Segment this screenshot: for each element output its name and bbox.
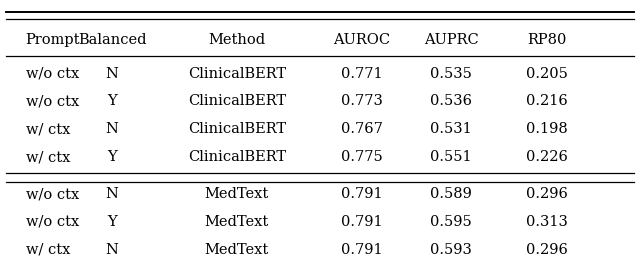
Text: w/o ctx: w/o ctx: [26, 67, 79, 80]
Text: 0.551: 0.551: [430, 150, 472, 164]
Text: 0.595: 0.595: [430, 215, 472, 229]
Text: N: N: [106, 243, 118, 257]
Text: N: N: [106, 67, 118, 80]
Text: RP80: RP80: [527, 33, 567, 47]
Text: 0.536: 0.536: [430, 94, 472, 108]
Text: MedText: MedText: [205, 187, 269, 201]
Text: 0.535: 0.535: [430, 67, 472, 80]
Text: 0.216: 0.216: [526, 94, 568, 108]
Text: 0.296: 0.296: [526, 243, 568, 257]
Text: w/o ctx: w/o ctx: [26, 215, 79, 229]
Text: 0.198: 0.198: [526, 122, 568, 136]
Text: 0.767: 0.767: [340, 122, 383, 136]
Text: ClinicalBERT: ClinicalBERT: [188, 122, 286, 136]
Text: 0.531: 0.531: [430, 122, 472, 136]
Text: w/ ctx: w/ ctx: [26, 243, 70, 257]
Text: 0.296: 0.296: [526, 187, 568, 201]
Text: w/ ctx: w/ ctx: [26, 150, 70, 164]
Text: AUROC: AUROC: [333, 33, 390, 47]
Text: ClinicalBERT: ClinicalBERT: [188, 150, 286, 164]
Text: w/o ctx: w/o ctx: [26, 94, 79, 108]
Text: Method: Method: [208, 33, 266, 47]
Text: w/ ctx: w/ ctx: [26, 122, 70, 136]
Text: 0.313: 0.313: [526, 215, 568, 229]
Text: Y: Y: [107, 215, 117, 229]
Text: 0.773: 0.773: [340, 94, 383, 108]
Text: MedText: MedText: [205, 215, 269, 229]
Text: N: N: [106, 187, 118, 201]
Text: 0.593: 0.593: [430, 243, 472, 257]
Text: ClinicalBERT: ClinicalBERT: [188, 67, 286, 80]
Text: 0.205: 0.205: [526, 67, 568, 80]
Text: 0.791: 0.791: [340, 215, 383, 229]
Text: Y: Y: [107, 94, 117, 108]
Text: AUPRC: AUPRC: [424, 33, 479, 47]
Text: 0.589: 0.589: [430, 187, 472, 201]
Text: w/o ctx: w/o ctx: [26, 187, 79, 201]
Text: 0.791: 0.791: [340, 243, 383, 257]
Text: 0.771: 0.771: [340, 67, 383, 80]
Text: Balanced: Balanced: [77, 33, 147, 47]
Text: ClinicalBERT: ClinicalBERT: [188, 94, 286, 108]
Text: 0.226: 0.226: [526, 150, 568, 164]
Text: MedText: MedText: [205, 243, 269, 257]
Text: 0.791: 0.791: [340, 187, 383, 201]
Text: Y: Y: [107, 150, 117, 164]
Text: 0.775: 0.775: [340, 150, 383, 164]
Text: Prompt: Prompt: [26, 33, 80, 47]
Text: N: N: [106, 122, 118, 136]
